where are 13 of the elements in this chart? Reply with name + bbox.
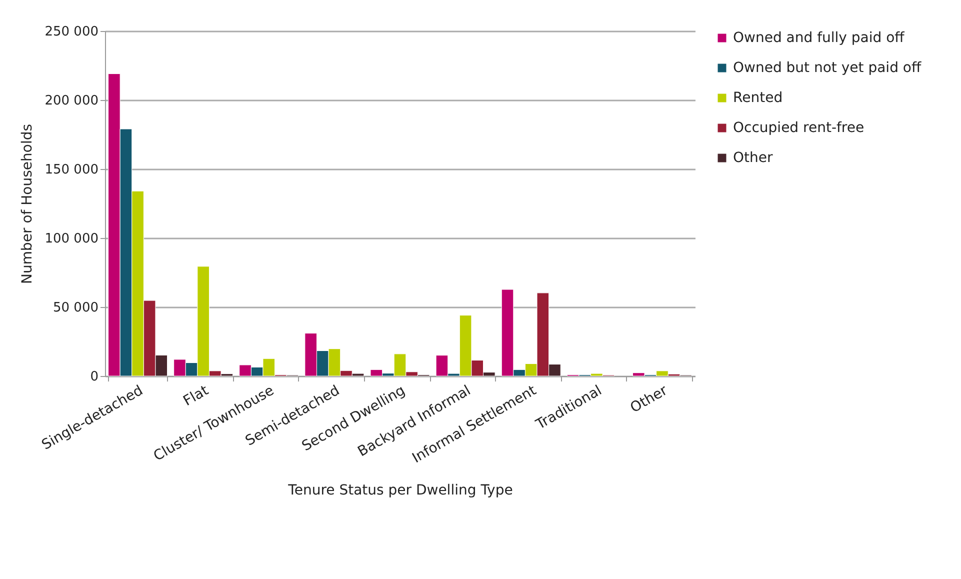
y-tick-label: 100 000 [44, 232, 98, 246]
y-tick-label: 50 000 [53, 300, 98, 316]
legend-label: Other [733, 150, 773, 166]
legend-label: Rented [733, 90, 783, 106]
y-tick-label: 150 000 [44, 162, 98, 178]
y-axis-title: Number of Households [20, 124, 36, 284]
y-tick-label: 250 000 [44, 24, 98, 40]
x-axis-title: Tenure Status per Dwelling Type [287, 482, 513, 499]
y-tick-label: 200 000 [44, 94, 98, 108]
legend-label: Owned but not yet paid off [733, 60, 922, 76]
y-tick-label: 0 [90, 370, 98, 384]
legend-label: Owned and fully paid off [733, 30, 905, 46]
legend-label: Occupied rent-free [733, 120, 864, 136]
